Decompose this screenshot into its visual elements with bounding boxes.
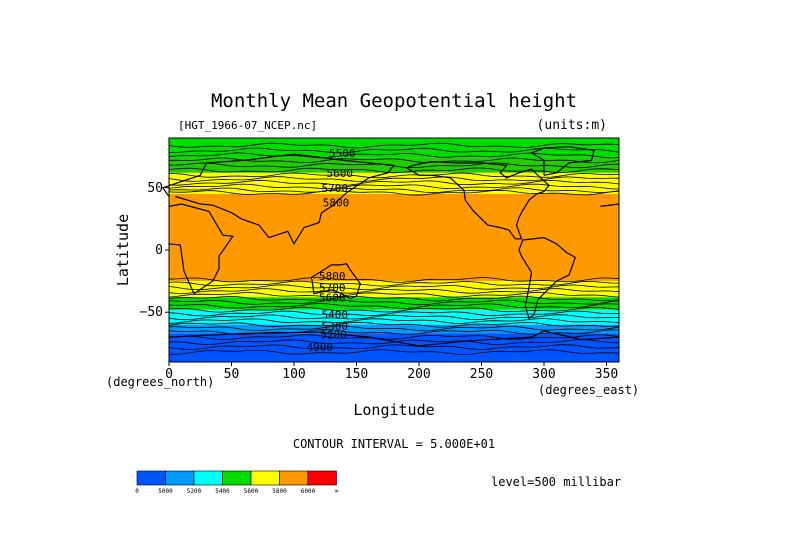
- colorbar-swatch: [193, 470, 223, 486]
- coastlines: [161, 146, 620, 347]
- contour-line: [168, 299, 620, 306]
- contour-line: [168, 183, 620, 190]
- y-axis-ticks: 50 0 −50: [140, 181, 169, 320]
- band-7: [169, 324, 619, 334]
- colorbar-swatch: [136, 470, 166, 486]
- x-axis-label: Longitude: [353, 401, 434, 419]
- y-axis-label: Latitude: [114, 214, 132, 286]
- colorbar-swatch: [165, 470, 195, 486]
- contour-line: [168, 277, 620, 283]
- chart-title: Monthly Mean Geopotential height: [211, 90, 577, 112]
- contour-line: [168, 306, 620, 313]
- contour-label: 4900: [307, 341, 334, 354]
- contour-line: [168, 303, 620, 309]
- y-tick-label: 0: [155, 243, 163, 258]
- contour-label: 5700: [319, 281, 346, 294]
- x-tick-label: 250: [470, 367, 493, 382]
- band-0: [169, 138, 619, 158]
- contour-labels: 5500560057005800580057005600540053005200…: [307, 147, 356, 354]
- africa-east: [168, 203, 234, 295]
- north-america-coast: [406, 160, 550, 240]
- units-label: (units:m): [537, 118, 607, 133]
- contour-line: [168, 344, 620, 350]
- contour-label: 5200: [320, 329, 347, 342]
- contour-label: 5600: [327, 167, 354, 180]
- greenland-coast: [530, 146, 595, 176]
- x-tick-label: 150: [345, 367, 368, 382]
- colorbar-swatch: [279, 470, 309, 486]
- contour-label: 5800: [323, 197, 350, 210]
- contour-label: 5300: [322, 320, 349, 333]
- colorbar-swatch: [222, 470, 252, 486]
- contour-line: [168, 187, 620, 194]
- x-axis-ticks: 0 50 100 150 200 250 300 350: [165, 362, 618, 382]
- x-tick-label: 0: [165, 367, 173, 382]
- contour-line: [168, 172, 620, 179]
- contour-line: [168, 295, 620, 302]
- contour-line: [168, 189, 620, 196]
- south-america-coast: [518, 236, 577, 320]
- y-unit-label: (degrees_north): [106, 375, 214, 389]
- colorbar: 0 5000 5200 5400 5600 5800 6000 ∞: [135, 470, 339, 495]
- contour-line: [169, 325, 620, 332]
- colorbar-label: 5000: [158, 488, 173, 495]
- x-unit-label: (degrees_east): [538, 383, 639, 397]
- contour-line: [168, 176, 620, 182]
- contour-line: [168, 142, 620, 149]
- colorbar-label: 0: [135, 488, 139, 495]
- contour-line: [168, 280, 620, 287]
- colorbar-swatch: [250, 470, 280, 486]
- x-tick-label: 300: [532, 367, 555, 382]
- contour-label: 5400: [322, 309, 349, 322]
- africa-coast: [600, 203, 620, 207]
- colorbar-label: 5800: [272, 488, 287, 495]
- band-8: [169, 333, 619, 362]
- level-text: level=500 millibar: [491, 475, 621, 489]
- contour-label: 5700: [322, 182, 349, 195]
- y-tick-label: −50: [140, 305, 163, 320]
- contour-line: [168, 152, 620, 159]
- colorbar-label: 5400: [215, 488, 230, 495]
- contour-line: [168, 349, 620, 355]
- x-tick-label: 200: [407, 367, 430, 382]
- x-tick-label: 100: [282, 367, 305, 382]
- colorbar-label: 6000: [301, 488, 316, 495]
- contour-line: [168, 291, 620, 298]
- australia-coast: [310, 263, 361, 300]
- contour-line: [168, 310, 620, 317]
- colorbar-label: 5200: [187, 488, 202, 495]
- antarctica-coast: [168, 330, 620, 347]
- contour-label: 5800: [319, 270, 346, 283]
- contour-line: [168, 329, 620, 335]
- contour-line: [168, 321, 620, 328]
- europe-asia-coast: [161, 153, 396, 246]
- x-tick-label: 50: [224, 367, 240, 382]
- contour-line: [168, 314, 620, 321]
- contour-line: [168, 284, 620, 291]
- contour-line: [168, 288, 620, 294]
- band-3: [169, 194, 619, 282]
- contour-label: 5500: [329, 147, 356, 160]
- heatmap-bands: [169, 138, 619, 362]
- contour-line: [168, 334, 620, 341]
- file-label: [HGT_1966-07_NCEP.nc]: [178, 119, 317, 132]
- colorbar-swatch: [307, 470, 337, 486]
- x-tick-label: 350: [595, 367, 618, 382]
- colorbar-label: 5600: [244, 488, 259, 495]
- colorbar-label: ∞: [335, 488, 339, 495]
- contour-line: [168, 318, 620, 324]
- contour-interval-text: CONTOUR INTERVAL = 5.000E+01: [293, 437, 495, 451]
- y-tick-label: 50: [147, 181, 163, 196]
- contour-label: 5600: [319, 291, 346, 304]
